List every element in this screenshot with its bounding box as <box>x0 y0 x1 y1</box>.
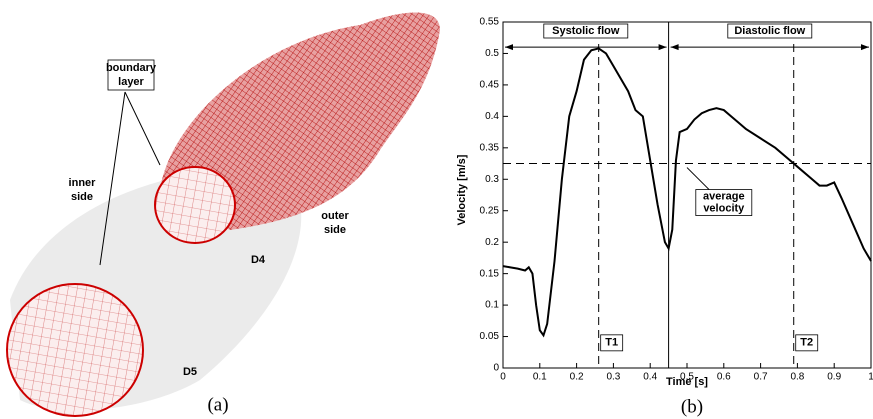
marker-label: T1 <box>605 337 618 349</box>
x-tick-label: 1 <box>868 372 873 383</box>
arrow-head <box>659 44 667 50</box>
label: D4 <box>251 254 266 266</box>
velocity-line <box>503 48 871 335</box>
x-tick-label: 0.5 <box>680 372 694 383</box>
caption: (a) <box>207 394 228 415</box>
x-tick-label: 0.7 <box>754 372 768 383</box>
arrow-head <box>671 44 679 50</box>
x-tick-label: 0.8 <box>790 372 804 383</box>
y-tick-label: 0.05 <box>480 331 500 342</box>
y-tick-label: 0.35 <box>480 142 500 153</box>
label: outer <box>321 210 349 222</box>
phase-label: Diastolic flow <box>734 25 805 37</box>
y-tick-label: 0.25 <box>480 205 500 216</box>
x-tick-label: 0.4 <box>643 372 657 383</box>
y-tick-label: 0.2 <box>485 237 499 248</box>
y-tick-label: 0.3 <box>485 174 499 185</box>
y-tick-label: 0.1 <box>485 300 499 311</box>
x-tick-label: 0.2 <box>570 372 584 383</box>
y-axis-label: Velocity [m/s] <box>456 154 468 225</box>
x-tick-label: 0.3 <box>606 372 620 383</box>
arrow-head <box>505 44 513 50</box>
annotation: average <box>703 190 745 202</box>
caption: (b) <box>681 396 703 417</box>
arrow <box>687 168 709 190</box>
y-tick-label: 0.15 <box>480 268 500 279</box>
y-tick-label: 0 <box>493 363 499 374</box>
marker-label: T2 <box>800 337 813 349</box>
label: side <box>71 191 93 203</box>
plot-frame <box>503 22 871 368</box>
y-tick-label: 0.4 <box>485 111 499 122</box>
x-tick-label: 0 <box>500 372 506 383</box>
phase-label: Systolic flow <box>552 25 620 37</box>
arrow-head <box>861 44 869 50</box>
label: D5 <box>183 366 197 378</box>
y-tick-label: 0.5 <box>485 48 499 59</box>
label: side <box>324 224 346 236</box>
x-tick-label: 0.6 <box>717 372 731 383</box>
x-tick-label: 0.1 <box>533 372 547 383</box>
x-tick-label: 0.9 <box>827 372 841 383</box>
label: inner <box>69 177 97 189</box>
y-tick-label: 0.45 <box>480 80 500 91</box>
label: layer <box>118 76 144 88</box>
figure: boundary layer inner side outer side D4 … <box>0 0 873 419</box>
annotation: velocity <box>703 202 745 214</box>
label: boundary <box>106 62 157 74</box>
mesh-illustration <box>7 13 440 417</box>
y-tick-label: 0.55 <box>480 17 500 28</box>
